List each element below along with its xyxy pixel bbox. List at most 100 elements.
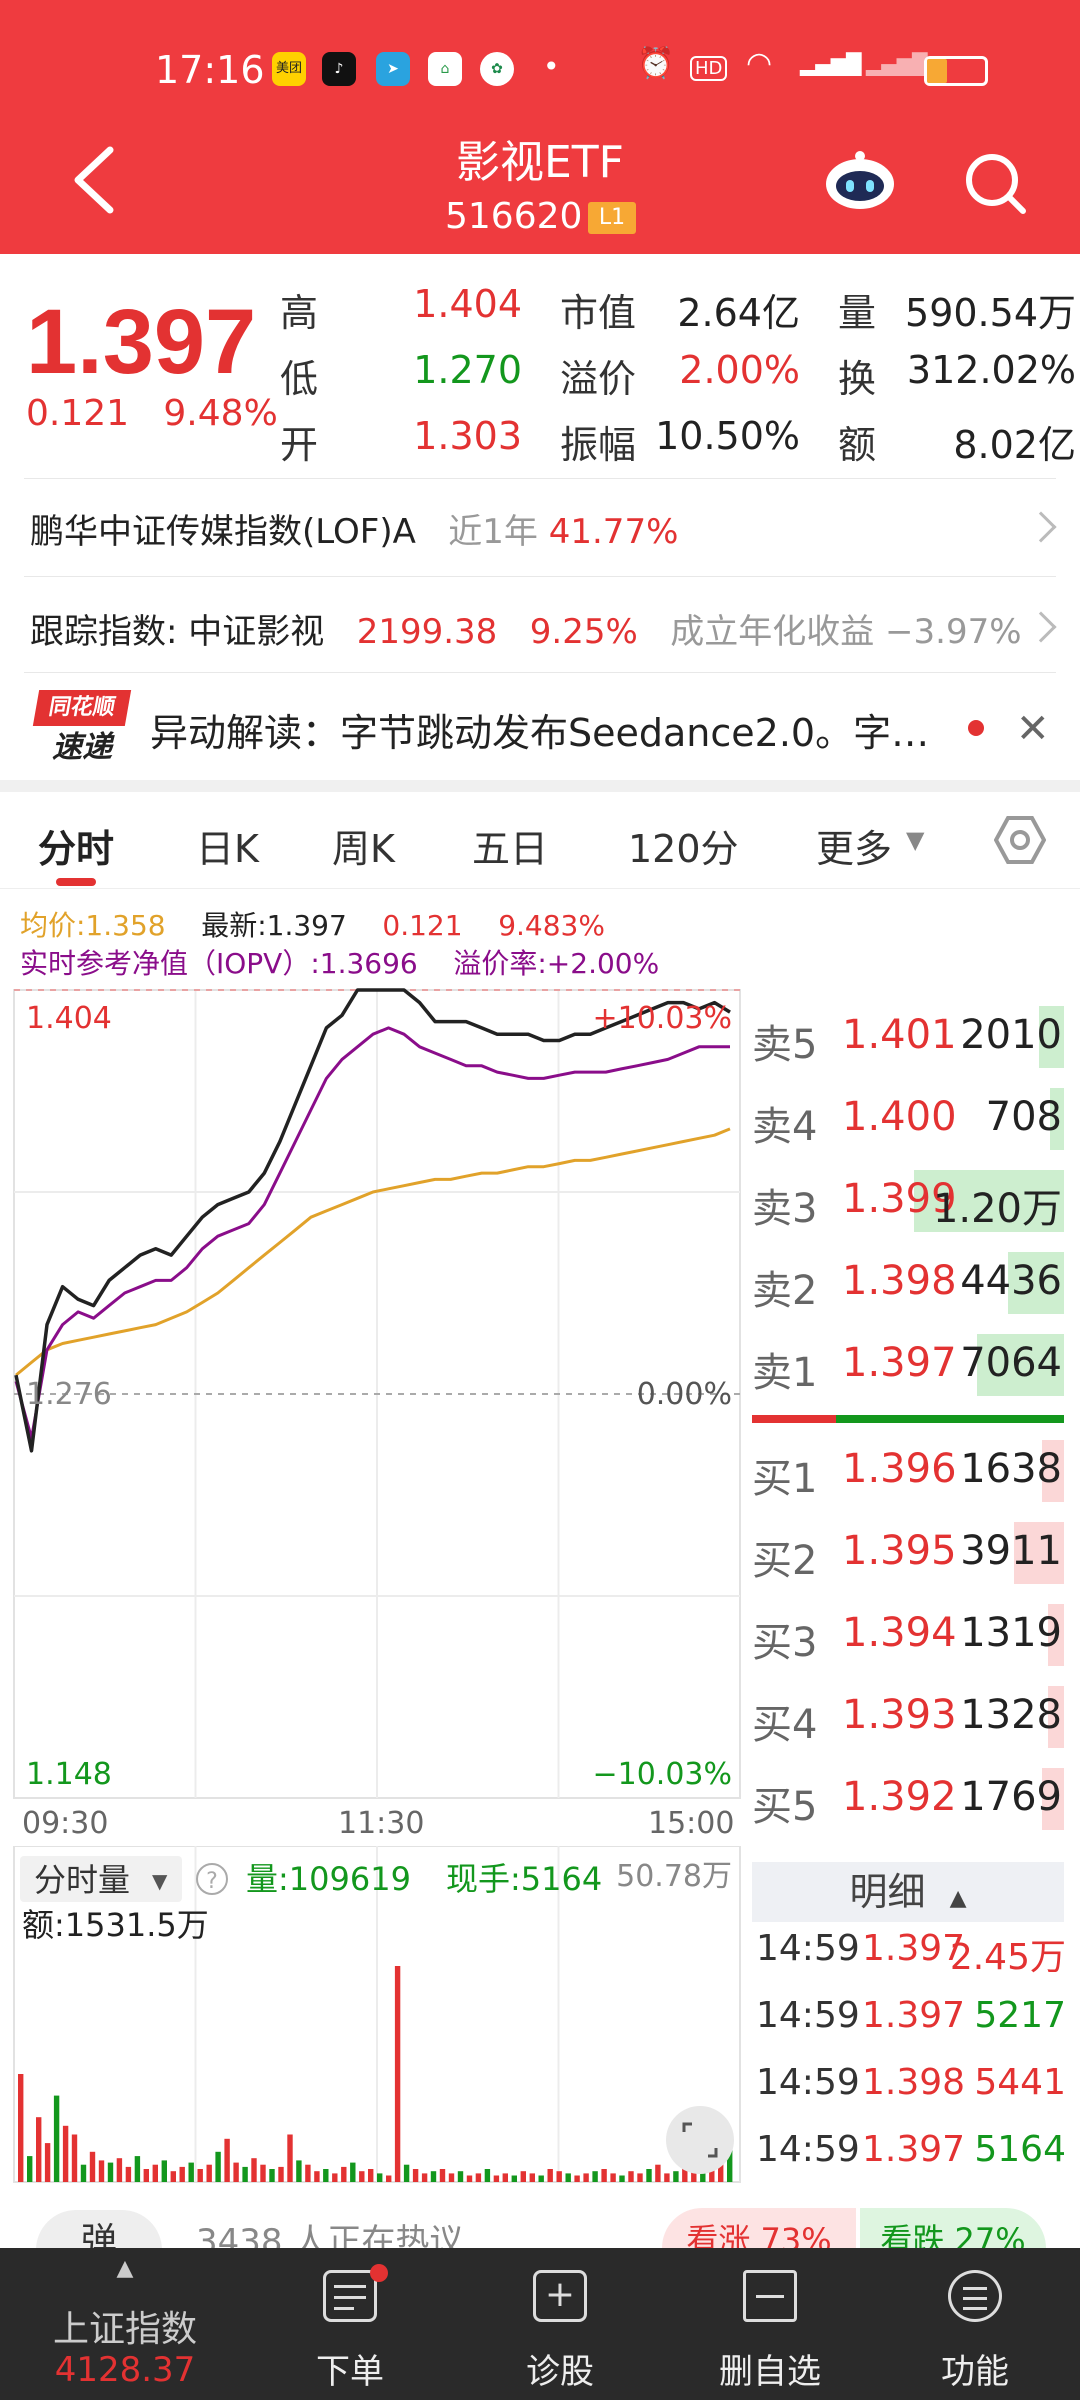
volume-bar xyxy=(574,2175,580,2182)
robot-assistant-icon[interactable] xyxy=(822,148,898,212)
y-right-bottom: −10.03% xyxy=(592,1757,732,1792)
nav-diagnose[interactable]: + 诊股 xyxy=(500,2248,620,2400)
bullish-button[interactable]: 看涨 73% xyxy=(662,2208,856,2248)
battery-icon xyxy=(924,56,988,86)
section-separator xyxy=(0,780,1080,792)
volume-bar xyxy=(619,2175,625,2182)
caret-down-icon: ▼ xyxy=(906,826,925,854)
change-value: 0.121 xyxy=(26,393,130,434)
security-code: 516620 xyxy=(445,196,583,237)
trade-time: 14:59 xyxy=(756,1928,860,1969)
status-time: 17:16 xyxy=(155,48,265,92)
row-label: 卖3 xyxy=(752,1186,818,1232)
news-headline[interactable]: 异动解读：字节跳动发布Seedance2.0。字… xyxy=(150,711,930,755)
trade-time: 14:59 xyxy=(756,2129,860,2170)
order-book-row[interactable]: 卖3 1.399 1.20万 xyxy=(752,1160,1064,1240)
trade-price: 1.398 xyxy=(862,2062,966,2103)
tab-2[interactable]: 周K xyxy=(332,827,395,871)
bearish-button[interactable]: 看跌 27% xyxy=(860,2208,1046,2248)
search-icon[interactable] xyxy=(960,148,1030,218)
row-qty: 1319 xyxy=(960,1610,1062,1656)
tab-4[interactable]: 120分 xyxy=(628,827,739,871)
volume-bar xyxy=(403,2164,410,2182)
row-label: 买1 xyxy=(752,1456,818,1502)
nav-order[interactable]: 下单 xyxy=(290,2248,410,2400)
bullet-comment-button[interactable]: 弹 xyxy=(36,2210,162,2248)
volume-bar xyxy=(655,2164,661,2182)
row-label: 卖5 xyxy=(752,1022,818,1068)
order-book-row[interactable]: 买4 1.393 1328 xyxy=(752,1676,1064,1756)
volume-bar xyxy=(583,2173,589,2182)
unread-dot xyxy=(968,720,984,736)
intraday-chart[interactable]: 1.404 1.276 1.148 +10.03% 0.00% −10.03% xyxy=(0,980,745,1810)
volume-bar xyxy=(439,2169,446,2182)
logo-bottom: 速递 xyxy=(52,730,112,765)
order-book-row[interactable]: 买3 1.394 1319 xyxy=(752,1594,1064,1674)
order-book-row[interactable]: 买1 1.396 1638 xyxy=(752,1430,1064,1510)
stat-value: 1.303 xyxy=(413,414,522,458)
diagnose-icon: + xyxy=(533,2270,587,2322)
help-icon[interactable] xyxy=(196,1863,228,1895)
trade-time: 14:59 xyxy=(756,1995,860,2036)
order-book-row[interactable]: 卖2 1.398 4436 xyxy=(752,1242,1064,1322)
volume-bar xyxy=(565,2173,571,2182)
amount-value: 额:1531.5万 xyxy=(22,1906,209,1944)
nav-functions-label: 功能 xyxy=(941,2352,1009,2392)
volume-bar xyxy=(134,2156,141,2182)
tiktok-app-icon: ♪ xyxy=(322,52,356,86)
series-line-0 xyxy=(14,988,731,1453)
nav-diagnose-label: 诊股 xyxy=(526,2352,594,2392)
depth-bar xyxy=(1048,1686,1064,1748)
divider xyxy=(24,576,1056,577)
stat-value: 1.404 xyxy=(413,282,522,326)
order-book-row[interactable]: 买5 1.392 1769 xyxy=(752,1758,1064,1838)
premium-rate: 溢价率:+2.00% xyxy=(453,947,660,980)
order-book-row[interactable]: 卖4 1.400 708 xyxy=(752,1078,1064,1158)
order-book-row[interactable]: 卖1 1.397 7064 xyxy=(752,1324,1064,1404)
social-strip: 弹 3438 人正在热议 看涨 73% 看跌 27% xyxy=(0,2196,1080,2248)
notification-dot xyxy=(370,2264,388,2282)
close-icon[interactable]: ✕ xyxy=(1016,706,1050,752)
volume-dropdown[interactable] xyxy=(20,1856,182,1902)
volume-bar xyxy=(377,2173,383,2182)
row-qty: 1769 xyxy=(960,1774,1062,1820)
related-fund-row[interactable]: 鹏华中证传媒指数(LOF)A 近1年 41.77% xyxy=(30,504,678,553)
tab-1[interactable]: 日K xyxy=(196,827,259,871)
stat-value: 10.50% xyxy=(655,414,800,458)
tab-0[interactable]: 分时 xyxy=(38,827,115,871)
depth-bar xyxy=(1050,1088,1064,1150)
order-book-row[interactable]: 买2 1.395 3911 xyxy=(752,1512,1064,1592)
nav-index[interactable]: ▲ 上证指数 4128.37 xyxy=(20,2248,230,2400)
row-price: 1.397 xyxy=(842,1340,957,1386)
volume-bar xyxy=(412,2169,419,2182)
back-arrow-icon[interactable] xyxy=(64,140,124,220)
volume-bar xyxy=(511,2175,517,2182)
nav-order-label: 下单 xyxy=(316,2352,384,2392)
chart-info-line: 均价:1.358 最新:1.397 0.121 9.483% xyxy=(20,904,605,944)
fund-period: 近1年 xyxy=(448,512,538,552)
row-price: 1.393 xyxy=(842,1692,957,1738)
expand-button[interactable] xyxy=(666,2106,734,2174)
bank-app-icon: ✿ xyxy=(480,52,514,86)
row-price: 1.398 xyxy=(842,1258,957,1304)
detail-header[interactable]: 明细 ▲ xyxy=(752,1862,1064,1922)
stat-value: 312.02% xyxy=(906,348,1076,392)
volume-bar xyxy=(332,2173,338,2182)
volume-bar xyxy=(637,2173,643,2182)
x-tick-label: 09:30 xyxy=(22,1806,109,1841)
stat-label: 市值 xyxy=(560,291,637,335)
tab-3[interactable]: 五日 xyxy=(472,827,549,871)
order-book-row[interactable]: 卖5 1.401 2010 xyxy=(752,996,1064,1076)
volume-bar xyxy=(260,2164,266,2182)
nav-remove-watchlist[interactable]: 删自选 xyxy=(700,2248,840,2400)
nav-functions[interactable]: 功能 xyxy=(915,2248,1035,2400)
tab-5[interactable]: 更多 xyxy=(816,827,893,871)
row-label: 卖1 xyxy=(752,1350,818,1396)
settings-hexagon-icon[interactable] xyxy=(994,814,1046,866)
tracking-index-row[interactable]: 跟踪指数: 中证影视 2199.38 9.25% 成立年化收益 −3.97% xyxy=(30,604,1022,653)
depth-bar xyxy=(1048,1604,1064,1666)
volume-bar xyxy=(71,2134,78,2182)
row-qty: 1328 xyxy=(960,1692,1062,1738)
volume-bar xyxy=(682,2166,688,2182)
